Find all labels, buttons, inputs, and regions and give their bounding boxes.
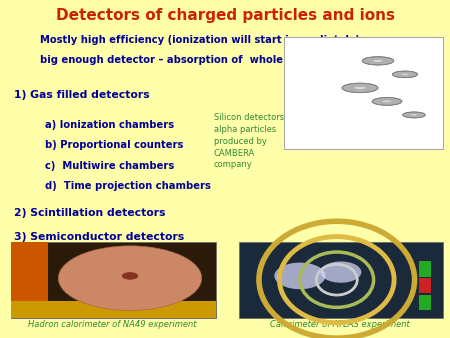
Ellipse shape xyxy=(372,97,402,105)
Text: Calorimeter of ATLAS experiment: Calorimeter of ATLAS experiment xyxy=(270,319,410,329)
Bar xyxy=(418,295,431,310)
Text: 1) Gas filled detectors: 1) Gas filled detectors xyxy=(14,90,149,100)
Text: 3) Semiconductor detectors: 3) Semiconductor detectors xyxy=(14,232,184,242)
Text: Silicon detectors of
alpha particles
produced by
CAMBERA
company: Silicon detectors of alpha particles pro… xyxy=(214,113,295,169)
Text: a) Ionization chambers: a) Ionization chambers xyxy=(45,120,174,130)
Text: b) Proportional counters: b) Proportional counters xyxy=(45,140,184,150)
Ellipse shape xyxy=(410,114,418,116)
Ellipse shape xyxy=(122,272,138,280)
Ellipse shape xyxy=(354,86,366,90)
Text: d)  Time projection chambers: d) Time projection chambers xyxy=(45,181,211,191)
Text: 2) Scintillation detectors: 2) Scintillation detectors xyxy=(14,208,165,218)
Ellipse shape xyxy=(373,59,383,62)
Ellipse shape xyxy=(392,71,418,78)
FancyBboxPatch shape xyxy=(284,37,443,149)
Ellipse shape xyxy=(342,83,378,93)
Bar xyxy=(418,262,431,276)
Text: Hadron calorimeter of NA49 experiment: Hadron calorimeter of NA49 experiment xyxy=(28,319,197,329)
Bar xyxy=(11,242,48,318)
Text: c)  Multiwire chambers: c) Multiwire chambers xyxy=(45,161,174,171)
Ellipse shape xyxy=(58,246,202,311)
Ellipse shape xyxy=(382,100,392,103)
Bar xyxy=(11,301,216,318)
Text: Detectors of charged particles and ions: Detectors of charged particles and ions xyxy=(55,8,395,23)
FancyBboxPatch shape xyxy=(11,242,216,318)
FancyBboxPatch shape xyxy=(238,242,443,318)
Ellipse shape xyxy=(403,112,425,118)
Ellipse shape xyxy=(362,57,394,65)
Text: big enough detector – absorption of  whole energy: big enough detector – absorption of whol… xyxy=(40,55,326,65)
Ellipse shape xyxy=(274,263,325,289)
Text: Mostly high efficiency (ionization will start immediately),: Mostly high efficiency (ionization will … xyxy=(40,35,364,46)
Ellipse shape xyxy=(400,73,410,76)
Bar xyxy=(418,278,431,293)
Ellipse shape xyxy=(320,262,361,283)
